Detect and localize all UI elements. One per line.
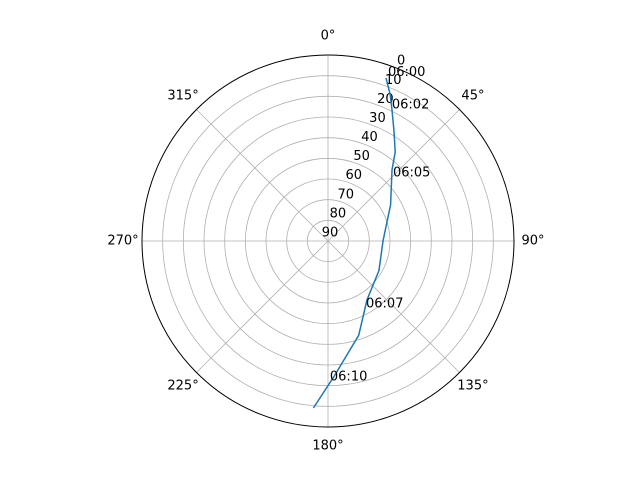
r-tick-label: 60 xyxy=(345,168,362,183)
theta-grid xyxy=(196,240,329,373)
theta-grid xyxy=(327,109,460,242)
r-tick-label: 30 xyxy=(369,111,386,126)
theta-tick-label: 135° xyxy=(457,378,488,393)
annotation: 06:02 xyxy=(392,98,429,113)
r-tick-label: 40 xyxy=(361,130,378,145)
annotation: 06:00 xyxy=(388,65,425,80)
theta-tick-label: 270° xyxy=(107,234,138,249)
annotation: 06:10 xyxy=(330,369,367,384)
r-tick-label: 20 xyxy=(377,92,394,107)
theta-grid xyxy=(196,109,329,242)
theta-tick-label: 315° xyxy=(167,89,198,104)
r-tick-label: 0 xyxy=(397,54,405,69)
annotation: 06:05 xyxy=(393,166,430,181)
r-tick-label: 90 xyxy=(322,226,339,241)
r-tick-label: 50 xyxy=(353,149,370,164)
theta-tick-label: 0° xyxy=(321,29,336,44)
frame xyxy=(141,54,515,428)
theta-tick-label: 45° xyxy=(461,89,484,104)
annotation: 06:07 xyxy=(366,296,403,311)
r-tick-label: 80 xyxy=(330,206,347,221)
theta-tick-label: 90° xyxy=(521,234,544,249)
theta-tick-label: 225° xyxy=(167,378,198,393)
theta-grid xyxy=(327,240,460,373)
series-line xyxy=(312,77,396,409)
r-tick-label: 70 xyxy=(338,187,355,202)
r-tick-label: 10 xyxy=(385,73,402,88)
theta-tick-label: 180° xyxy=(312,439,343,454)
